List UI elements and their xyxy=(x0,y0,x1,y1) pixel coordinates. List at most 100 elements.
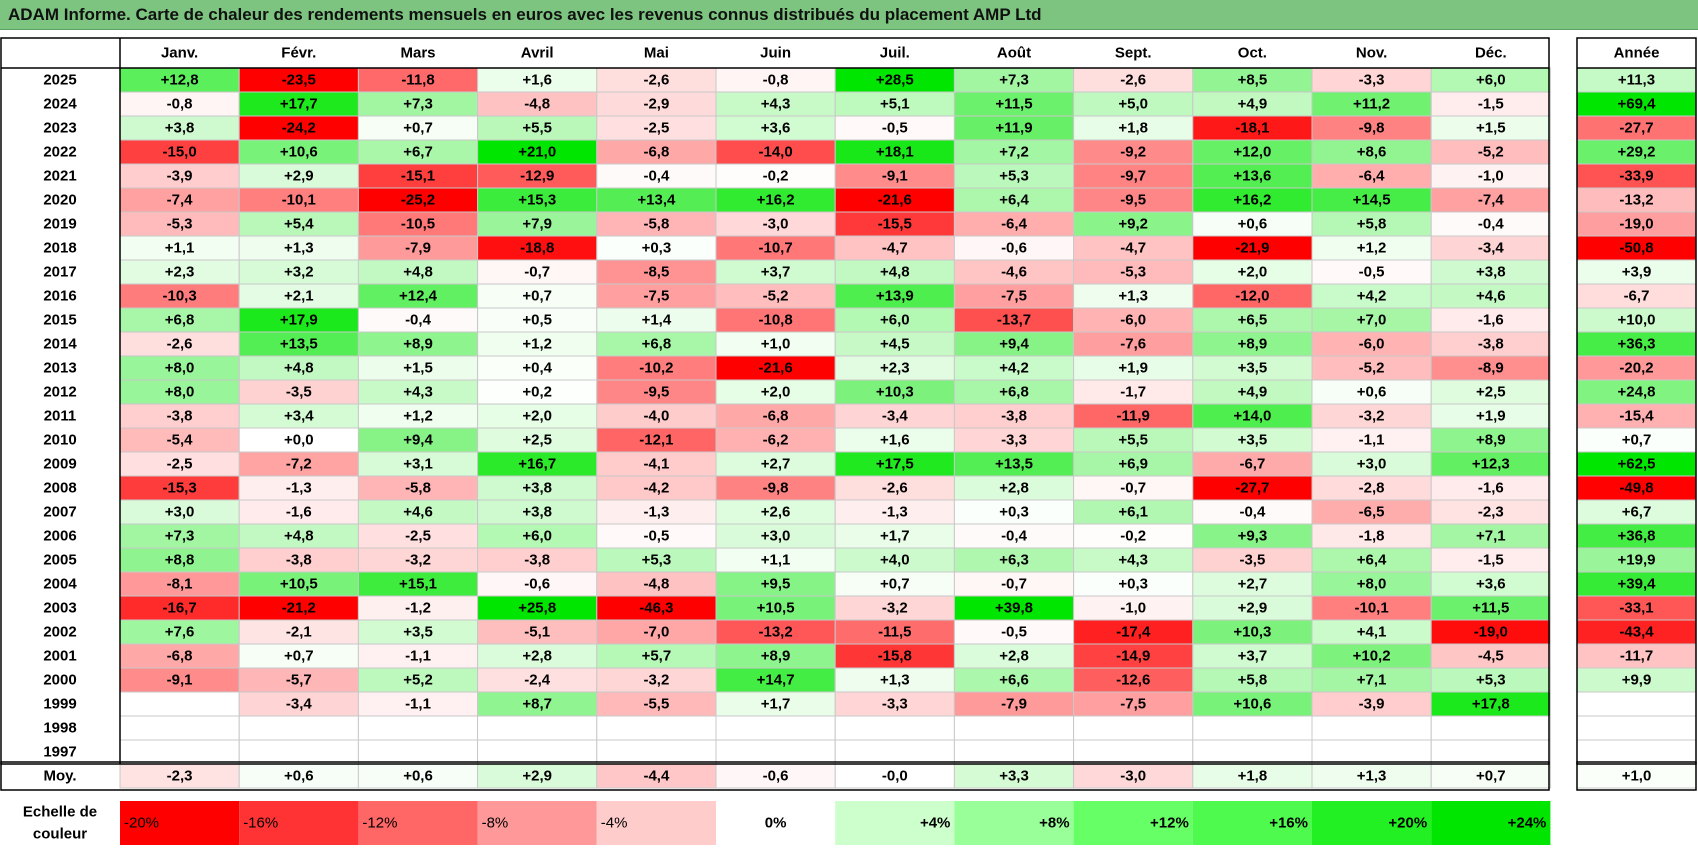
cell-value: -0,5 xyxy=(1359,264,1385,281)
heatmap-cell xyxy=(1430,403,1551,429)
heatmap-cell xyxy=(119,331,240,357)
cell-value: +6,8 xyxy=(999,384,1029,401)
legend-swatch xyxy=(239,801,359,845)
heatmap-cell xyxy=(1192,595,1313,621)
cell-value: +1,7 xyxy=(761,696,791,713)
cell-value: -1,5 xyxy=(1478,552,1504,569)
heatmap-cell xyxy=(1311,739,1432,765)
cell-value: +0,7 xyxy=(522,288,552,305)
heatmap-cell xyxy=(238,307,359,333)
cell-value: -3,8 xyxy=(524,552,550,569)
annual-cell xyxy=(1576,691,1697,717)
annual-value: +24,8 xyxy=(1618,384,1656,401)
heatmap-cell xyxy=(1073,283,1194,309)
cell-value: +4,3 xyxy=(1118,552,1148,569)
cell-value: -5,2 xyxy=(763,288,789,305)
heatmap-cell xyxy=(953,211,1075,237)
cell-value: -2,6 xyxy=(167,336,193,353)
year-label: 2005 xyxy=(43,552,76,569)
cell-value: +9,5 xyxy=(761,576,791,593)
annual-cell xyxy=(1576,739,1697,765)
cell-value: -9,2 xyxy=(1120,144,1146,161)
cell-value: +0,6 xyxy=(1357,384,1387,401)
month-header: Juil. xyxy=(880,45,910,62)
cell-value: -25,2 xyxy=(401,192,435,209)
legend-swatch xyxy=(477,801,597,845)
cell-value: +5,3 xyxy=(642,552,672,569)
year-label: 2009 xyxy=(43,456,76,473)
month-header: Févr. xyxy=(281,45,316,62)
heatmap-cell xyxy=(1311,211,1432,237)
cell-value: +6,7 xyxy=(403,144,433,161)
cell-value: +9,4 xyxy=(403,432,433,449)
cell-value: +2,7 xyxy=(761,456,791,473)
annual-value: -27,7 xyxy=(1619,120,1653,137)
heatmap-cell xyxy=(953,739,1075,765)
annual-value: +19,9 xyxy=(1618,552,1656,569)
heatmap-cell xyxy=(1311,499,1432,525)
heatmap-cell xyxy=(477,379,598,405)
cell-value: +10,5 xyxy=(757,600,795,617)
heatmap-cell xyxy=(477,691,598,717)
heatmap-cell xyxy=(1430,163,1551,189)
cell-value: +8,9 xyxy=(761,648,791,665)
heatmap-cell xyxy=(1430,91,1551,117)
year-label: 2013 xyxy=(43,360,76,377)
cell-value: -0,8 xyxy=(763,72,789,89)
heatmap-cell xyxy=(1311,259,1432,285)
cell-value: +4,5 xyxy=(880,336,910,353)
heatmap-cell xyxy=(357,691,479,717)
heatmap-cell xyxy=(477,235,598,261)
average-value: +0,7 xyxy=(1476,768,1506,785)
heatmap-cell xyxy=(1430,67,1551,93)
heatmap-cell xyxy=(119,547,240,573)
annual-value: +3,9 xyxy=(1622,264,1652,281)
heatmap-cell xyxy=(477,115,598,141)
heatmap-cell xyxy=(596,235,717,261)
heatmap-cell xyxy=(1073,691,1194,717)
cell-value: -3,5 xyxy=(286,384,312,401)
year-label: 1999 xyxy=(43,696,76,713)
average-annual-value: +1,0 xyxy=(1622,768,1652,785)
cell-value: +0,3 xyxy=(642,240,672,257)
cell-value: -12,0 xyxy=(1235,288,1269,305)
cell-value: -0,2 xyxy=(763,168,789,185)
cell-value: +4,1 xyxy=(1357,624,1387,641)
month-header: Oct. xyxy=(1238,45,1267,62)
cell-value: +0,2 xyxy=(522,384,552,401)
cell-value: -23,5 xyxy=(282,72,316,89)
cell-value: -4,7 xyxy=(1120,240,1146,257)
heatmap-cell xyxy=(477,451,598,477)
heatmap-cell xyxy=(1430,619,1551,645)
cell-value: +2,0 xyxy=(1238,264,1268,281)
cell-value: -6,5 xyxy=(1359,504,1385,521)
heatmap-cell xyxy=(1073,595,1194,621)
heatmap-cell xyxy=(1192,235,1313,261)
heatmap-cell xyxy=(119,499,240,525)
year-label: 2022 xyxy=(43,144,76,161)
cell-value: +9,2 xyxy=(1118,216,1148,233)
cell-value: -8,9 xyxy=(1478,360,1504,377)
annual-cell xyxy=(1576,91,1697,117)
annual-value: +36,8 xyxy=(1618,528,1656,545)
cell-value: +3,8 xyxy=(522,504,552,521)
cell-value: -2,4 xyxy=(524,672,551,689)
heatmap-cell xyxy=(1192,619,1313,645)
heatmap-cell xyxy=(1192,403,1313,429)
heatmap-cell xyxy=(715,91,836,117)
cell-value: -3,9 xyxy=(167,168,193,185)
cell-value: +2,9 xyxy=(284,168,314,185)
cell-value: +1,8 xyxy=(1118,120,1148,137)
cell-value: -4,5 xyxy=(1478,648,1504,665)
heatmap-cell xyxy=(477,307,598,333)
heatmap-cell xyxy=(1430,715,1551,741)
cell-value: -0,4 xyxy=(1478,216,1505,233)
heatmap-cell xyxy=(477,187,598,213)
heatmap-cell xyxy=(953,715,1075,741)
cell-value: -6,7 xyxy=(1239,456,1265,473)
year-label: 2008 xyxy=(43,480,76,497)
heatmap-cell xyxy=(1311,691,1432,717)
cell-value: +16,7 xyxy=(518,456,556,473)
cell-value: -3,2 xyxy=(882,600,908,617)
heatmap-cell xyxy=(238,475,359,501)
